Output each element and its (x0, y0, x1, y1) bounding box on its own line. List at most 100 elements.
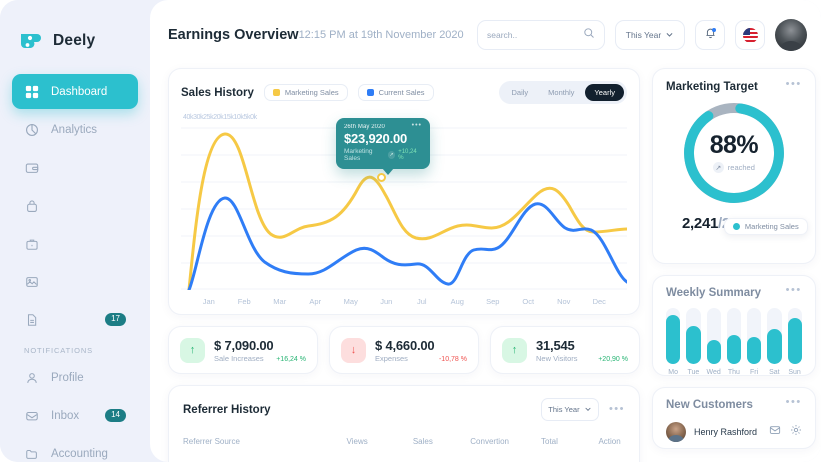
language-button[interactable] (735, 20, 765, 50)
avatar[interactable] (775, 19, 807, 51)
stat-value: $ 7,090.00 (214, 337, 274, 353)
x-tick: Sep (486, 297, 500, 306)
column-header: Total (541, 437, 558, 446)
more-dots-icon[interactable]: ••• (411, 122, 422, 129)
chart-tooltip: 26th May 2020 ••• $23,920.00 Marketing S… (336, 118, 430, 175)
more-dots-icon[interactable]: ••• (785, 284, 802, 296)
legend-label: Current Sales (378, 88, 425, 97)
right-column: Marketing Target ••• 88% ↗ reached (652, 68, 816, 462)
grid-icon (24, 84, 39, 99)
range-monthly[interactable]: Monthly (548, 88, 575, 97)
sidebar-item-label: Inbox (51, 409, 80, 422)
stat-value: $ 4,660.00 (375, 337, 435, 353)
arrow-up-icon: ↑ (180, 337, 205, 363)
bar-column[interactable] (706, 308, 721, 364)
customer-name: Henry Rashford (694, 427, 758, 437)
brand-name: Deely (53, 31, 96, 49)
bar-column[interactable] (666, 308, 681, 364)
tooltip-series-label: Marketing Sales (344, 148, 373, 162)
x-tick: Jun (380, 297, 393, 306)
x-tick: Feb (237, 297, 251, 306)
column-header: Referrer Source (183, 437, 240, 446)
search-input[interactable] (487, 30, 583, 40)
mail-icon[interactable] (769, 423, 781, 441)
referrer-history-title: Referrer History (183, 403, 271, 416)
sidebar-item-documents[interactable]: 17 (12, 302, 138, 337)
sidebar-item-media[interactable] (12, 264, 138, 299)
x-tick: Mar (273, 297, 287, 306)
day-label: Sat (769, 369, 780, 376)
referrer-period-select[interactable]: This Year (540, 398, 599, 421)
sidebar-badge: 17 (105, 313, 126, 326)
x-axis-ticks: Jan Feb Mar Apr May Jun Jul Aug Sep Oct … (181, 297, 627, 306)
bar-column[interactable] (686, 308, 701, 364)
chevron-down-icon (584, 405, 592, 415)
left-column: Sales History Marketing Sales Current Sa… (168, 68, 640, 462)
x-tick: Jul (416, 297, 427, 306)
marketing-target-separator: / (718, 215, 722, 232)
sidebar-item-accounting[interactable]: Accounting (12, 436, 138, 462)
stat-card-expenses: ↓ $ 4,660.00 Expenses -10,78 % (329, 326, 479, 374)
sidebar-badge: 14 (105, 409, 126, 422)
sidebar-item-profile[interactable]: Profile (12, 360, 138, 395)
bar-column[interactable] (726, 308, 741, 364)
range-yearly[interactable]: Yearly (585, 84, 624, 101)
bar-column[interactable] (767, 308, 782, 364)
marketing-target-legend[interactable]: Marketing Sales (723, 218, 808, 235)
chart-highlight-point[interactable] (377, 173, 386, 182)
sidebar-item-label: Accounting (51, 447, 108, 460)
legend-label: Marketing Sales (744, 222, 799, 231)
sidebar-item-inbox[interactable]: Inbox 14 (12, 398, 138, 433)
avatar (666, 422, 686, 442)
more-dots-icon[interactable]: ••• (785, 396, 802, 408)
legend-current-sales[interactable]: Current Sales (357, 84, 434, 101)
stat-label: Sale Increases (214, 353, 264, 363)
day-label: Wed (706, 369, 721, 376)
gear-icon[interactable] (790, 423, 802, 441)
more-dots-icon[interactable]: ••• (785, 78, 802, 90)
x-tick: Apr (309, 297, 322, 306)
legend-marketing-sales[interactable]: Marketing Sales (263, 84, 348, 101)
period-select-label: This Year (625, 30, 662, 40)
stat-cards: ↑ $ 7,090.00 Sale Increases +16,24 % ↓ (168, 326, 640, 374)
stat-card-new-visitors: ↑ 31,545 New Visitors +20,90 % (490, 326, 640, 374)
notification-dot (712, 28, 716, 32)
marketing-target-donut: 88% ↗ reached (680, 99, 788, 207)
column-header: Sales (412, 437, 433, 446)
sidebar-item-dashboard[interactable]: Dashboard (12, 74, 138, 109)
day-label: Fri (750, 369, 759, 376)
content-grid: Sales History Marketing Sales Current Sa… (168, 68, 816, 462)
range-daily[interactable]: Daily (511, 88, 529, 97)
x-tick: Dec (592, 297, 606, 306)
legend-swatch (366, 89, 374, 96)
x-tick: May (343, 297, 358, 306)
search-box[interactable] (477, 20, 605, 50)
sidebar-item-bag[interactable] (12, 188, 138, 223)
column-header: Convertion (470, 437, 509, 446)
arrow-up-icon: ↑ (502, 337, 527, 363)
notifications-button[interactable] (695, 20, 725, 50)
period-select[interactable]: This Year (615, 20, 685, 50)
day-label: Tue (687, 369, 700, 376)
marketing-target-current: 2,241 (682, 215, 719, 232)
bar-column[interactable] (787, 308, 802, 364)
sidebar-item-wallet[interactable] (12, 150, 138, 185)
sidebar-item-analytics[interactable]: Analytics (12, 112, 138, 147)
weekly-summary-title: Weekly Summary (666, 287, 762, 299)
bar-column[interactable] (747, 308, 762, 364)
inbox-icon (24, 408, 39, 423)
list-item[interactable]: Henry Rashford (666, 422, 802, 442)
arrow-up-icon: ↗ (387, 151, 396, 159)
brand[interactable]: Deely (12, 18, 138, 58)
briefcase-icon (24, 236, 39, 251)
more-dots-icon[interactable]: ••• (608, 403, 625, 416)
sales-history-card: Sales History Marketing Sales Current Sa… (168, 68, 640, 315)
x-tick: Aug (450, 297, 464, 306)
stat-delta: -10,78 % (438, 355, 467, 363)
sidebar-item-briefcase[interactable] (12, 226, 138, 261)
sidebar-section-label: NOTIFICATIONS (24, 346, 94, 355)
y-axis-ticks: 40k30k25k20k15k10k5k0k (183, 114, 257, 121)
stat-label: New Visitors (536, 353, 578, 363)
bell-icon (704, 26, 717, 44)
